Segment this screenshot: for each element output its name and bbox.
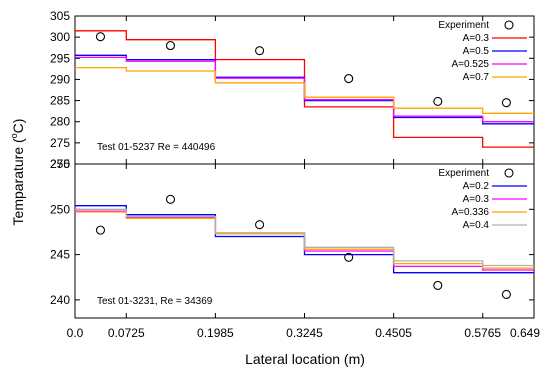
series-line-a-0-7 [75,66,534,114]
y-tick-label: 290 [50,72,70,86]
y-tick-label: 305 [50,9,70,23]
experiment-point [95,225,106,235]
experiment-point [433,96,443,106]
y-tick-label: 295 [50,51,70,65]
test-annotation: Test 01-3231, Re = 34369 [97,296,213,307]
legend-label: Experiment [438,168,489,179]
x-tick-label: 0.649 [510,326,540,340]
x-axis-label: Lateral location (m) [245,351,365,367]
legend-label: A=0.336 [451,207,489,218]
legend-label: Experiment [438,20,489,31]
x-axis-ticks: 0.0 0.0725 0.1985 0.3245 0.4505 0.5765 0.649 [67,326,541,340]
legend-label: A=0.7 [463,72,490,83]
legend: Experiment A=0.3 A=0.5 A=0.525 A=0.7 [438,20,527,83]
y-tick-label: 270 [50,157,70,171]
series-line-a-0-4 [75,208,534,267]
y-axis-label-unit: C) [10,119,26,134]
test-annotation: Test 01-5237 Re = 440496 [97,142,216,153]
experiment-point [165,194,176,204]
x-tick-label: 0.4505 [375,326,412,340]
y-tick-label: 275 [50,136,70,150]
y-tick-label: 285 [50,94,70,108]
legend-label: A=0.2 [463,181,490,192]
legend-label: A=0.4 [463,220,490,231]
experiment-point [433,280,443,290]
experiment-point [165,41,176,51]
x-tick-label: 0.0 [67,326,84,340]
x-tick-label: 0.5765 [464,326,501,340]
y-tick-label: 255 [50,157,70,171]
y-axis-label-main: Temparature ( [10,138,26,225]
legend-label: A=0.5 [463,46,490,57]
legend-label: A=0.3 [463,194,490,205]
x-tick-label: 0.1985 [197,326,234,340]
y-tick-label: 300 [50,30,70,44]
legend: Experiment A=0.2 A=0.3 A=0.336 A=0.4 [438,168,527,231]
legend-label: A=0.525 [451,59,489,70]
chart-panels: 270 275 280 285 290 295 300 305 Experiment A=0.3 A… [50,9,535,319]
legend-marker [504,20,514,30]
experiment-point [501,289,511,299]
experiment-point [501,98,511,108]
experiment-point [344,74,354,84]
experiment-point [255,46,265,56]
x-tick-label: 0.0725 [108,326,145,340]
y-axis-label-degree: o [9,133,19,138]
legend-marker [504,168,514,178]
legend-label: A=0.3 [463,33,490,44]
y-tick-label: 250 [50,202,70,216]
y-tick-label: 280 [50,115,70,129]
chart-panel-2: 240 245 250 255 Experiment A=0.2 A=0.3 A=0.336 A… [50,157,535,319]
x-tick-label: 0.3245 [286,326,323,340]
chart-panel-1: 270 275 280 285 290 295 300 305 Experiment A=0.3 A… [50,9,535,171]
experiment-point [255,220,265,230]
experiment-point [344,252,354,262]
y-tick-label: 240 [50,293,70,307]
y-tick-label: 245 [50,248,70,262]
y-axis-label: Temparature (oC) [9,119,26,226]
experiment-point [95,32,106,42]
